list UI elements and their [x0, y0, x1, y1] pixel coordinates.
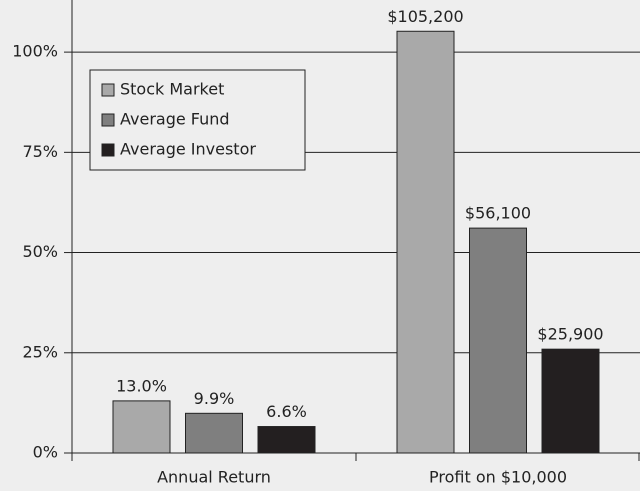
legend-swatch	[101, 83, 115, 97]
y-tick-label: 0%	[33, 443, 58, 462]
x-tick-label: Annual Return	[157, 468, 271, 487]
legend: Stock Market Average Fund Average Investor	[89, 69, 306, 171]
y-tick-label: 25%	[22, 342, 58, 361]
legend-box	[89, 69, 306, 171]
value-label: 9.9%	[194, 389, 235, 408]
legend-label: Average Investor	[120, 140, 256, 159]
value-label: $56,100	[465, 204, 531, 223]
y-tick-label: 100%	[12, 42, 58, 61]
bar	[396, 30, 455, 454]
x-tick-label: Profit on $10,000	[429, 468, 567, 487]
bar	[541, 348, 600, 454]
value-label: $25,900	[537, 325, 603, 344]
value-label: 6.6%	[266, 402, 307, 421]
legend-swatch	[101, 143, 115, 157]
y-tick-label: 75%	[22, 142, 58, 161]
legend-label: Stock Market	[120, 80, 224, 99]
y-tick-label: 50%	[22, 242, 58, 261]
value-label: $105,200	[387, 7, 463, 26]
legend-label: Average Fund	[120, 110, 230, 129]
bar	[185, 412, 243, 454]
bar	[469, 227, 527, 454]
legend-swatch	[101, 113, 115, 127]
value-label: 13.0%	[116, 376, 167, 395]
bar	[257, 426, 316, 454]
bar	[112, 400, 171, 454]
